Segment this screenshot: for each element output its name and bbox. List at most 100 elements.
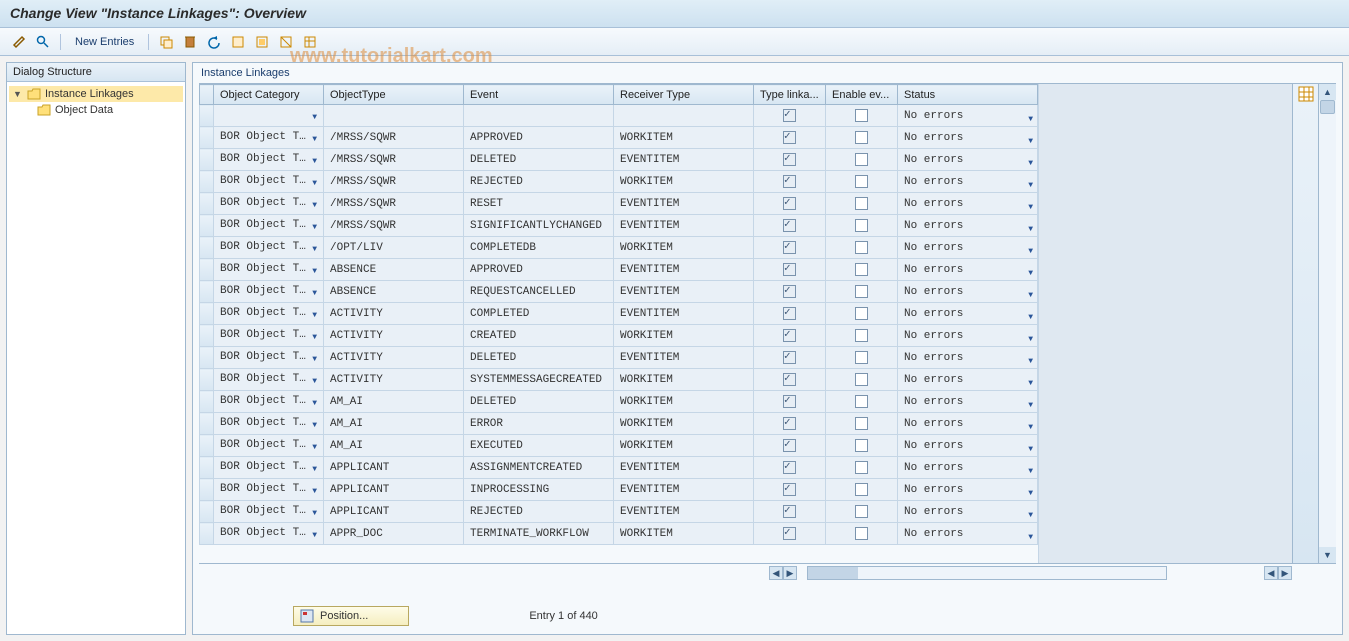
- cell-event[interactable]: TERMINATE_WORKFLOW: [464, 523, 614, 545]
- dropdown-icon[interactable]: ▼: [1028, 423, 1033, 432]
- select-block-icon[interactable]: [253, 33, 271, 51]
- cell-receiver-type[interactable]: EVENTITEM: [614, 259, 754, 281]
- tree-expand-icon[interactable]: ▼: [13, 89, 23, 99]
- cell-event[interactable]: COMPLETED: [464, 303, 614, 325]
- cell-receiver-type[interactable]: WORKITEM: [614, 413, 754, 435]
- cell-enable-event[interactable]: [826, 303, 898, 325]
- cell-object-type[interactable]: AM_AI: [324, 413, 464, 435]
- cell-status[interactable]: No errors▼: [898, 149, 1038, 171]
- cell-type-linkage[interactable]: [754, 237, 826, 259]
- table-row[interactable]: BOR Object T…▼AM_AIERRORWORKITEMNo error…: [200, 413, 1038, 435]
- row-selector[interactable]: [200, 237, 214, 259]
- cell-object-category[interactable]: BOR Object T…▼: [214, 215, 324, 237]
- cell-object-category[interactable]: BOR Object T…▼: [214, 523, 324, 545]
- cell-event[interactable]: REJECTED: [464, 171, 614, 193]
- cell-event[interactable]: ERROR: [464, 413, 614, 435]
- col-header-type-linkage[interactable]: Type linka...: [754, 85, 826, 105]
- cell-object-type[interactable]: /MRSS/SQWR: [324, 127, 464, 149]
- row-selector[interactable]: [200, 193, 214, 215]
- enable-event-checkbox[interactable]: [855, 153, 868, 166]
- dropdown-icon[interactable]: ▼: [312, 509, 317, 518]
- cell-receiver-type[interactable]: WORKITEM: [614, 523, 754, 545]
- dropdown-icon[interactable]: ▼: [1028, 203, 1033, 212]
- dropdown-icon[interactable]: ▼: [312, 377, 317, 386]
- cell-object-category[interactable]: BOR Object T…▼: [214, 149, 324, 171]
- table-row[interactable]: BOR Object T…▼/MRSS/SQWRREJECTEDWORKITEM…: [200, 171, 1038, 193]
- cell-object-category[interactable]: BOR Object T…▼: [214, 281, 324, 303]
- row-selector[interactable]: [200, 369, 214, 391]
- cell-object-category[interactable]: BOR Object T…▼: [214, 237, 324, 259]
- row-selector[interactable]: [200, 325, 214, 347]
- table-row[interactable]: BOR Object T…▼/MRSS/SQWRSIGNIFICANTLYCHA…: [200, 215, 1038, 237]
- dropdown-icon[interactable]: ▼: [1028, 247, 1033, 256]
- cell-enable-event[interactable]: [826, 501, 898, 523]
- dropdown-icon[interactable]: ▼: [312, 201, 317, 210]
- cell-object-category[interactable]: BOR Object T…▼: [214, 127, 324, 149]
- dropdown-icon[interactable]: ▼: [312, 113, 317, 122]
- cell-object-category[interactable]: BOR Object T…▼: [214, 457, 324, 479]
- new-entries-button[interactable]: New Entries: [69, 34, 140, 50]
- cell-type-linkage[interactable]: [754, 259, 826, 281]
- cell-receiver-type[interactable]: WORKITEM: [614, 391, 754, 413]
- row-selector[interactable]: [200, 127, 214, 149]
- row-selector[interactable]: [200, 303, 214, 325]
- enable-event-checkbox[interactable]: [855, 483, 868, 496]
- dropdown-icon[interactable]: ▼: [312, 267, 317, 276]
- cell-object-type[interactable]: AM_AI: [324, 435, 464, 457]
- cell-enable-event[interactable]: [826, 413, 898, 435]
- enable-event-checkbox[interactable]: [855, 527, 868, 540]
- cell-object-category[interactable]: BOR Object T…▼: [214, 391, 324, 413]
- cell-object-type[interactable]: AM_AI: [324, 391, 464, 413]
- hscroll-track[interactable]: [807, 566, 1167, 580]
- type-linkage-checkbox[interactable]: [783, 197, 796, 210]
- type-linkage-checkbox[interactable]: [783, 373, 796, 386]
- cell-status[interactable]: No errors▼: [898, 435, 1038, 457]
- cell-type-linkage[interactable]: [754, 281, 826, 303]
- row-selector[interactable]: [200, 215, 214, 237]
- type-linkage-checkbox[interactable]: [783, 263, 796, 276]
- cell-type-linkage[interactable]: [754, 369, 826, 391]
- dropdown-icon[interactable]: ▼: [1028, 489, 1033, 498]
- cell-object-type[interactable]: ACTIVITY: [324, 347, 464, 369]
- cell-receiver-type[interactable]: EVENTITEM: [614, 479, 754, 501]
- cell-object-type[interactable]: /MRSS/SQWR: [324, 149, 464, 171]
- enable-event-checkbox[interactable]: [855, 109, 868, 122]
- cell-object-category[interactable]: BOR Object T…▼: [214, 259, 324, 281]
- row-selector[interactable]: [200, 149, 214, 171]
- row-selector[interactable]: [200, 457, 214, 479]
- cell-object-category[interactable]: BOR Object T…▼: [214, 171, 324, 193]
- dropdown-icon[interactable]: ▼: [312, 465, 317, 474]
- dropdown-icon[interactable]: ▼: [312, 135, 317, 144]
- dropdown-icon[interactable]: ▼: [1028, 115, 1033, 124]
- type-linkage-checkbox[interactable]: [783, 439, 796, 452]
- cell-event[interactable]: DELETED: [464, 391, 614, 413]
- cell-enable-event[interactable]: [826, 391, 898, 413]
- cell-status[interactable]: No errors▼: [898, 171, 1038, 193]
- cell-enable-event[interactable]: [826, 457, 898, 479]
- cell-object-category[interactable]: ▼: [214, 105, 324, 127]
- cell-status[interactable]: No errors▼: [898, 237, 1038, 259]
- dropdown-icon[interactable]: ▼: [1028, 511, 1033, 520]
- position-button[interactable]: Position...: [293, 606, 409, 626]
- cell-enable-event[interactable]: [826, 259, 898, 281]
- enable-event-checkbox[interactable]: [855, 417, 868, 430]
- cell-event[interactable]: REQUESTCANCELLED: [464, 281, 614, 303]
- cell-object-category[interactable]: BOR Object T…▼: [214, 435, 324, 457]
- undo-change-icon[interactable]: [205, 33, 223, 51]
- deselect-all-icon[interactable]: [277, 33, 295, 51]
- dropdown-icon[interactable]: ▼: [312, 421, 317, 430]
- table-settings-icon[interactable]: [301, 33, 319, 51]
- cell-object-type[interactable]: ACTIVITY: [324, 325, 464, 347]
- type-linkage-checkbox[interactable]: [783, 461, 796, 474]
- row-selector[interactable]: [200, 435, 214, 457]
- cell-receiver-type[interactable]: EVENTITEM: [614, 347, 754, 369]
- row-selector[interactable]: [200, 171, 214, 193]
- enable-event-checkbox[interactable]: [855, 307, 868, 320]
- dropdown-icon[interactable]: ▼: [1028, 335, 1033, 344]
- row-selector[interactable]: [200, 413, 214, 435]
- toggle-display-change-icon[interactable]: [10, 33, 28, 51]
- cell-status[interactable]: No errors▼: [898, 391, 1038, 413]
- cell-receiver-type[interactable]: EVENTITEM: [614, 501, 754, 523]
- cell-status[interactable]: No errors▼: [898, 523, 1038, 545]
- dropdown-icon[interactable]: ▼: [1028, 467, 1033, 476]
